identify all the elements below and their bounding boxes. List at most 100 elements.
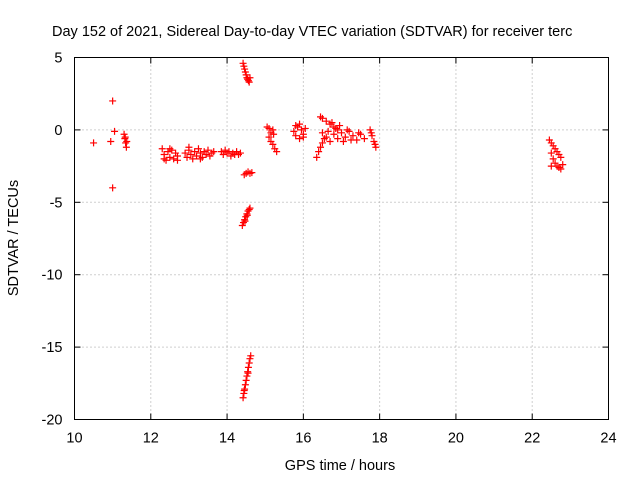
data-point <box>549 155 557 163</box>
data-point <box>245 206 253 214</box>
data-point <box>270 130 278 138</box>
data-point <box>296 120 304 128</box>
data-point <box>360 135 368 143</box>
data-point <box>244 369 252 377</box>
data-point <box>547 162 555 170</box>
data-point <box>181 149 189 157</box>
data-point <box>245 359 253 367</box>
data-point <box>367 129 375 137</box>
x-tick-label: 22 <box>524 431 540 447</box>
data-point <box>315 148 323 156</box>
data-point <box>246 204 254 212</box>
data-point <box>109 97 117 105</box>
data-point <box>318 129 326 137</box>
data-point <box>334 135 342 143</box>
data-point <box>111 127 119 135</box>
data-point <box>193 152 201 160</box>
x-tick-label: 16 <box>295 431 311 447</box>
data-point <box>292 132 300 140</box>
data-point <box>236 149 244 157</box>
x-tick-label: 20 <box>448 431 464 447</box>
data-point <box>240 387 248 395</box>
data-point <box>296 135 304 143</box>
data-point <box>245 78 253 86</box>
data-point <box>247 352 255 360</box>
y-tick-label: 0 <box>54 123 62 139</box>
chart-title: Day 152 of 2021, Sidereal Day-to-day VTE… <box>52 24 572 40</box>
data-point <box>269 140 277 148</box>
data-point <box>170 155 178 163</box>
axis-ticks: 10 12 14 16 18 20 22 24 5 0 -5 -10 -15 -20 <box>42 51 617 447</box>
data-point <box>109 184 117 192</box>
data-point <box>349 132 357 140</box>
data-point <box>239 394 247 402</box>
data-point <box>241 381 249 389</box>
x-axis-title: GPS time / hours <box>285 458 395 474</box>
data-point <box>185 143 193 151</box>
data-point <box>299 133 307 141</box>
data-point <box>559 161 567 169</box>
data-point <box>317 143 325 151</box>
data-point <box>160 155 168 163</box>
data-point <box>123 137 131 145</box>
data-point <box>158 145 166 153</box>
data-point <box>557 153 565 161</box>
data-point <box>107 137 115 145</box>
data-point <box>347 136 355 144</box>
data-point <box>265 133 273 141</box>
data-point <box>173 156 181 164</box>
data-point <box>273 148 281 156</box>
data-point <box>336 122 344 130</box>
data-point <box>322 117 330 125</box>
data-point <box>355 129 363 137</box>
y-tick-label: 5 <box>54 51 62 67</box>
data-point <box>263 123 271 131</box>
y-axis-title: SDTVAR / TECUs <box>6 180 22 296</box>
data-point <box>183 153 191 161</box>
data-point <box>557 165 565 173</box>
data-point <box>330 130 338 138</box>
data-point <box>318 114 326 122</box>
data-point <box>339 137 347 145</box>
data-point <box>242 376 250 384</box>
data-point <box>204 146 212 154</box>
data-point <box>210 148 218 156</box>
data-points <box>90 59 567 402</box>
data-point <box>313 153 321 161</box>
data-point <box>328 119 336 127</box>
data-point <box>121 133 129 141</box>
data-point <box>297 126 305 134</box>
plot-frame <box>74 57 609 420</box>
data-point <box>202 151 210 159</box>
data-point <box>547 149 555 157</box>
data-point <box>194 145 202 153</box>
data-point <box>241 217 249 225</box>
data-point <box>332 124 340 132</box>
data-point <box>292 122 300 130</box>
data-point <box>290 127 298 135</box>
x-tick-label: 14 <box>219 431 235 447</box>
data-point <box>196 155 204 163</box>
x-tick-label: 10 <box>66 431 82 447</box>
y-tick-label: -5 <box>50 195 63 211</box>
data-point <box>248 169 256 177</box>
data-point <box>187 151 195 159</box>
x-tick-label: 18 <box>372 431 388 447</box>
data-point <box>189 155 197 163</box>
x-tick-label: 12 <box>143 431 159 447</box>
data-point <box>326 137 334 145</box>
y-tick-label: -20 <box>42 413 63 429</box>
data-point <box>322 133 330 141</box>
data-point <box>324 127 332 135</box>
data-point <box>371 140 379 148</box>
data-point <box>191 148 199 156</box>
y-tick-label: -10 <box>42 268 63 284</box>
x-tick-label: 24 <box>600 431 616 447</box>
data-point <box>219 151 227 159</box>
data-point <box>246 74 254 82</box>
data-point <box>301 124 309 132</box>
data-point <box>225 148 233 156</box>
data-point <box>166 153 174 161</box>
data-point <box>243 211 251 219</box>
